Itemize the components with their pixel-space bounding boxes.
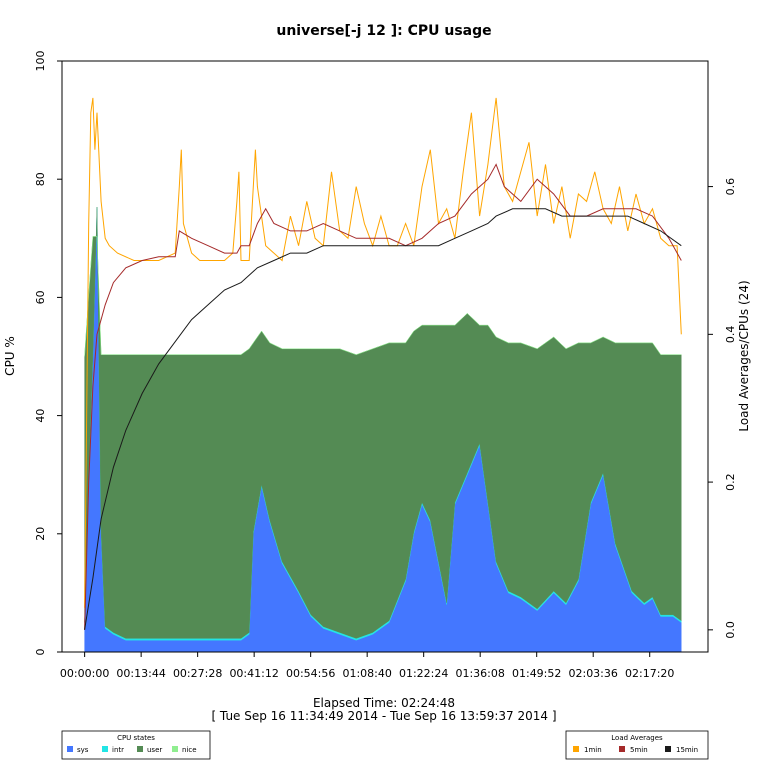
load-averages-legend-title: Load Averages: [611, 734, 663, 742]
legend-swatch-user: [137, 746, 143, 752]
load-line-5min: [84, 163, 682, 630]
load-line-15min: [84, 208, 682, 630]
y-tick-label-left: 20: [34, 527, 47, 541]
cpu-states-legend-items: sys intr user nice: [67, 746, 197, 754]
x-tick-label: 02:03:36: [568, 667, 617, 680]
cpu-states-layer: [84, 206, 682, 653]
y-tick-label-right: 0.6: [724, 178, 737, 196]
x-tick-label: 02:17:20: [625, 667, 674, 680]
legend-swatch-5min: [619, 746, 625, 752]
x-tick-label: 01:36:08: [455, 667, 504, 680]
y-tick-label-left: 100: [34, 51, 47, 72]
legend-label-nice: nice: [182, 746, 197, 754]
legend-label-user: user: [147, 746, 162, 754]
cpu-states-legend: CPU states sys intr user nice: [61, 730, 211, 760]
y-tick-label-left: 0: [34, 649, 47, 656]
legend-swatch-sys: [67, 746, 73, 752]
x-axis: 00:00:00 00:13:44 00:27:28 00:41:12 00:54:56…: [60, 652, 674, 680]
left-axis: 0 20 40 60 80 100: [34, 51, 62, 656]
legend-label-15min: 15min: [676, 746, 698, 754]
load-averages-layer: [84, 97, 682, 630]
x-tick-label: 01:49:52: [512, 667, 561, 680]
load-averages-legend-box: [565, 730, 709, 760]
legend-label-intr: intr: [112, 746, 124, 754]
x-tick-label: 00:41:12: [229, 667, 278, 680]
y-tick-label-left: 80: [34, 172, 47, 186]
y-tick-label-right: 0.4: [724, 326, 737, 344]
legend-label-sys: sys: [77, 746, 89, 754]
legend-swatch-1min: [573, 746, 579, 752]
legend-swatch-15min: [665, 746, 671, 752]
legend-swatch-nice: [172, 746, 178, 752]
x-tick-label: 01:08:40: [342, 667, 391, 680]
x-tick-label: 01:22:24: [399, 667, 448, 680]
x-axis-sublabel: [ Tue Sep 16 11:34:49 2014 - Tue Sep 16 …: [211, 709, 556, 723]
y-tick-label-left: 40: [34, 409, 47, 423]
x-tick-label: 00:00:00: [60, 667, 109, 680]
y-tick-label-left: 60: [34, 290, 47, 304]
load-averages-legend: Load Averages 1min 5min 15min: [565, 730, 709, 760]
load-averages-legend-items: 1min 5min 15min: [573, 746, 698, 754]
right-axis: 0.0 0.2 0.4 0.6: [708, 178, 737, 639]
load-line-1min: [84, 97, 682, 608]
x-tick-label: 00:54:56: [286, 667, 335, 680]
y-axis-label-right: Load Averages/CPUs (24): [737, 280, 751, 431]
y-axis-label-left: CPU %: [3, 336, 17, 376]
cpu-states-legend-title: CPU states: [117, 734, 155, 742]
chart-title: universe[-j 12 ]: CPU usage: [276, 23, 491, 39]
cpu-states-legend-box: [61, 730, 211, 760]
legend-swatch-intr: [102, 746, 108, 752]
y-tick-label-right: 0.0: [724, 621, 737, 639]
y-tick-label-right: 0.2: [724, 473, 737, 491]
x-axis-label: Elapsed Time: 02:24:48: [313, 696, 455, 710]
cpu-area-nice: [84, 236, 682, 357]
legend-label-5min: 5min: [630, 746, 648, 754]
plot-frame: [61, 60, 709, 653]
legend-label-1min: 1min: [584, 746, 602, 754]
x-tick-label: 00:13:44: [116, 667, 165, 680]
x-tick-label: 00:27:28: [173, 667, 222, 680]
plot-area: [84, 97, 682, 653]
